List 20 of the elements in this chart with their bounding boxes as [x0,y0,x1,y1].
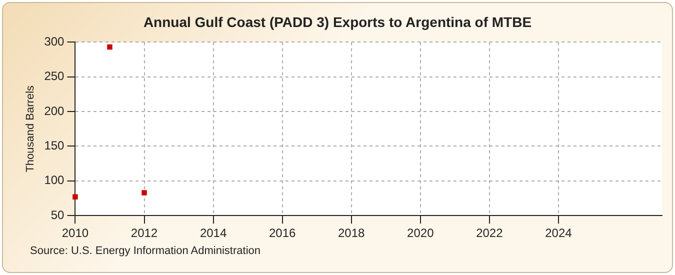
point [107,44,112,50]
y-tick-label: 200 [44,104,65,118]
point [72,194,78,200]
y-tick-label: 250 [44,69,65,84]
x-tick-label: 2018 [338,226,366,240]
x-tick-label: 2014 [200,226,227,240]
source-note: Source: U.S. Energy Information Administration [30,245,260,257]
y-tick-label: 300 [44,34,65,49]
y-tick-label: 50 [50,208,65,222]
x-tick-label: 2016 [268,226,296,240]
x-tick-label: 2024 [545,226,572,240]
y-tick-label: 100 [44,173,65,188]
x-tick-label: 2010 [62,226,89,240]
y-tick-label: 150 [44,138,65,153]
x-tick-label: 2022 [476,226,504,240]
point [142,190,147,196]
y-axis-title: Thousand Barrels [24,84,37,172]
x-tick-label: 2012 [130,226,158,240]
x-tick-label: 2020 [407,226,434,240]
chart-title: Annual Gulf Coast (PADD 3) Exports to Argentina of MTBE [142,14,533,30]
